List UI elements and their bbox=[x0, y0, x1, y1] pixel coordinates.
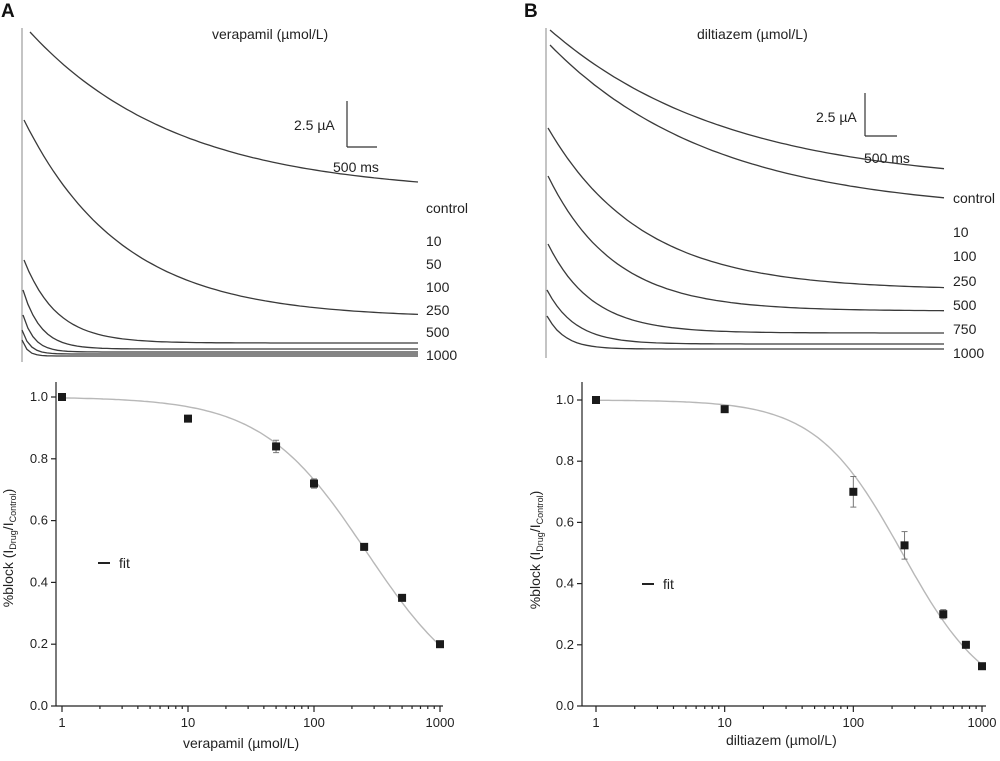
trace-10 bbox=[549, 44, 945, 199]
trace-100 bbox=[22, 289, 418, 350]
panel-b-trace-label: 100 bbox=[953, 248, 977, 264]
panel-a-current-traces bbox=[21, 31, 419, 357]
data-point bbox=[978, 662, 986, 671]
panel-a-traces-title: verapamil (µmol/L) bbox=[212, 26, 328, 42]
panel-b-trace-label: 750 bbox=[953, 321, 977, 337]
y-tick-label: 0.0 bbox=[556, 698, 574, 713]
panel-a-y-label: %block (IDrug/IControl) bbox=[0, 489, 18, 608]
data-point bbox=[360, 542, 369, 551]
panel-b-y-label: %block (IDrug/IControl) bbox=[527, 491, 545, 610]
panel-a-trace-label: 1000 bbox=[426, 347, 457, 363]
data-point bbox=[849, 487, 858, 496]
y-tick-label: 0.4 bbox=[556, 576, 574, 591]
data-point bbox=[939, 610, 948, 619]
x-tick-label: 1000 bbox=[426, 715, 455, 730]
panel-b-dose-response: 0.0 0.2 0.4 0.6 0.8 1.0 1 10 100 1000 diltiazem (… bbox=[527, 382, 996, 748]
panel-b-x-label: diltiazem (µmol/L) bbox=[726, 732, 837, 748]
trace-10 bbox=[23, 119, 419, 316]
y-tick-label: 1.0 bbox=[556, 392, 574, 407]
trace-100 bbox=[547, 127, 945, 289]
panel-b-current-scale-label: 2.5 µA bbox=[816, 109, 857, 125]
x-tick-label: 10 bbox=[717, 715, 731, 730]
data-point bbox=[272, 442, 281, 451]
trace-1000 bbox=[21, 339, 418, 357]
panel-b-trace-label: 500 bbox=[953, 297, 977, 313]
panel-b-traces-title: diltiazem (µmol/L) bbox=[697, 26, 808, 42]
panel-a-trace-label: 500 bbox=[426, 324, 450, 340]
y-tick-label: 0.0 bbox=[30, 698, 48, 713]
data-point bbox=[58, 393, 66, 401]
trace-control bbox=[549, 29, 945, 170]
panel-a-time-scale-label: 500 ms bbox=[333, 159, 379, 175]
panel-b-trace-label: 1000 bbox=[953, 345, 984, 361]
trace-control bbox=[29, 31, 419, 183]
panel-a-trace-label: 10 bbox=[426, 233, 442, 249]
panel-a-plot-area bbox=[58, 393, 444, 649]
x-tick-label: 1000 bbox=[968, 715, 997, 730]
panel-a-current-scale-label: 2.5 µA bbox=[294, 117, 335, 133]
fit-curve bbox=[595, 399, 983, 666]
panel-b-trace-label: 250 bbox=[953, 273, 977, 289]
x-tick-label: 10 bbox=[181, 715, 195, 730]
trace-1000 bbox=[546, 315, 944, 350]
x-tick-label: 1 bbox=[592, 715, 599, 730]
panel-a-trace-label: 250 bbox=[426, 302, 450, 318]
trace-250 bbox=[547, 175, 945, 312]
panel-b-plot-area bbox=[592, 396, 986, 671]
data-point bbox=[310, 479, 318, 488]
fit-curve bbox=[61, 397, 441, 647]
trace-50 bbox=[23, 259, 418, 344]
y-tick-label: 0.8 bbox=[30, 451, 48, 466]
panel-b-traces: diltiazem (µmol/L) 2.5 µA 500 ms control… bbox=[545, 26, 995, 361]
y-tick-label: 0.6 bbox=[30, 513, 48, 528]
trace-500 bbox=[547, 243, 944, 334]
y-tick-label: 1.0 bbox=[30, 389, 48, 404]
data-point bbox=[720, 405, 729, 414]
y-tick-label: 0.6 bbox=[556, 514, 574, 529]
panel-a-trace-label: control bbox=[426, 200, 468, 216]
x-tick-label: 100 bbox=[842, 715, 864, 730]
x-tick-label: 1 bbox=[58, 715, 65, 730]
data-point bbox=[900, 541, 909, 550]
panel-a-legend-fit-label: fit bbox=[119, 555, 130, 571]
data-point bbox=[592, 396, 600, 404]
data-point bbox=[436, 640, 444, 649]
data-point bbox=[961, 640, 970, 649]
panel-b-current-traces bbox=[546, 29, 945, 350]
trace-750 bbox=[546, 289, 944, 345]
panel-a-traces: verapamil (µmol/L) 2.5 µA 500 ms control… bbox=[21, 26, 468, 363]
trace-500 bbox=[21, 329, 418, 355]
panel-a-trace-label: 100 bbox=[426, 279, 450, 295]
data-point bbox=[398, 593, 407, 602]
x-tick-label: 100 bbox=[303, 715, 325, 730]
y-tick-label: 0.4 bbox=[30, 574, 48, 589]
data-point bbox=[184, 414, 192, 423]
panel-a-trace-label: 50 bbox=[426, 256, 442, 272]
panel-b-time-scale-label: 500 ms bbox=[864, 150, 910, 166]
panel-b-trace-label: 10 bbox=[953, 224, 969, 240]
panel-b-trace-label: control bbox=[953, 190, 995, 206]
panel-a-ticks: 0.0 0.2 0.4 0.6 0.8 1.0 1 10 100 1000 bbox=[30, 389, 455, 730]
panel-a-x-label: verapamil (µmol/L) bbox=[183, 735, 299, 751]
y-tick-label: 0.2 bbox=[556, 637, 574, 652]
panel-a-letter: A bbox=[1, 1, 15, 22]
panel-a-dose-response: 0.0 0.2 0.4 0.6 0.8 1.0 1 10 100 1000 verapamil (… bbox=[0, 382, 454, 751]
panel-b-letter: B bbox=[524, 1, 538, 22]
y-tick-label: 0.8 bbox=[556, 453, 574, 468]
y-tick-label: 0.2 bbox=[30, 636, 48, 651]
panel-b-legend-fit-label: fit bbox=[663, 576, 674, 592]
panel-b-ticks: 0.0 0.2 0.4 0.6 0.8 1.0 1 10 100 1000 bbox=[556, 392, 997, 730]
trace-250 bbox=[22, 314, 418, 353]
